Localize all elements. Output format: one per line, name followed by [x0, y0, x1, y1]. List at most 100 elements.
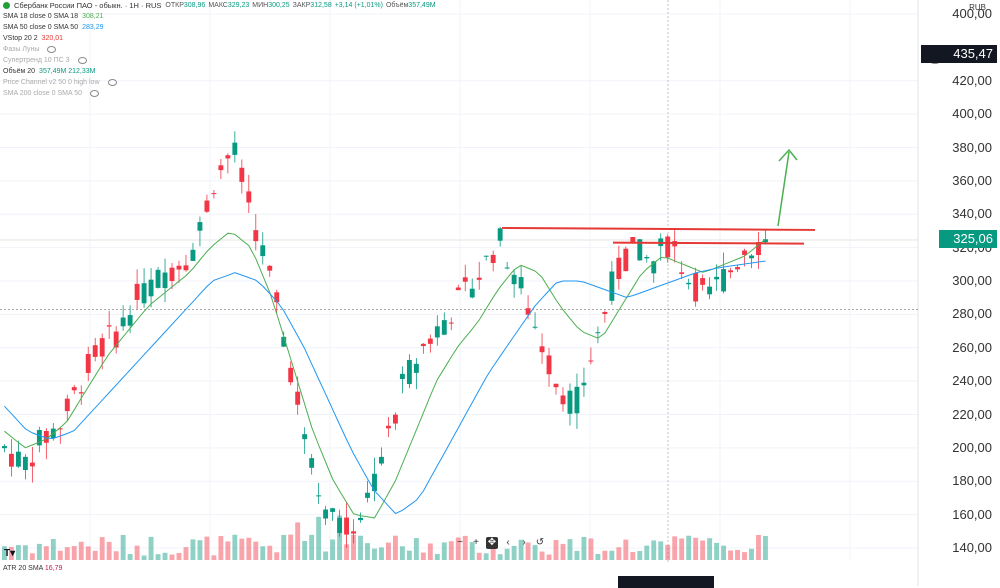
atr-value: 16,79 [44, 565, 63, 572]
scroll-left-button[interactable]: ‹ [506, 537, 510, 548]
ohlc-item: МИН300,25 [252, 0, 289, 11]
candle-body [246, 191, 252, 203]
volume-bar [204, 536, 210, 560]
candle-body [64, 398, 70, 412]
candle-body [43, 431, 49, 443]
candle-body [386, 425, 391, 429]
volume-bar [78, 541, 84, 560]
volume-bar [483, 553, 489, 560]
crosshair-price-tag: 435,47 [921, 45, 997, 63]
eye-icon[interactable] [107, 79, 117, 86]
candle-body [525, 308, 531, 315]
volume-bar [183, 547, 189, 560]
volume-bar [358, 535, 363, 560]
volume-bar [413, 538, 419, 560]
candle-body [225, 155, 231, 159]
legend-header: Сбербанк России ПАО - обыкн. · 1Н · RUS … [3, 0, 436, 11]
volume-bar [127, 554, 133, 560]
volume-bar [574, 550, 580, 560]
volume-bar [99, 537, 105, 560]
scroll-right-button[interactable]: › [522, 537, 526, 548]
indicator-row[interactable]: SMA 18 close 0 SMA 18 308,21 [3, 11, 436, 22]
candle-body [71, 387, 77, 391]
indicator-row[interactable]: Фазы Луны [3, 44, 436, 55]
candle-body [588, 360, 594, 362]
volume-bar [588, 538, 594, 560]
indicator-value: 308,21 [82, 13, 104, 20]
volume-bar [616, 547, 622, 560]
tradingview-logo-icon: T▾ [4, 548, 16, 559]
candle-body [141, 283, 147, 304]
atr-legend: ATR 20 SMA 16,79 [3, 565, 62, 572]
price-axis-label: 300,00 [952, 273, 992, 288]
price-axis-label: 280,00 [952, 306, 992, 322]
indicator-value: 357,49M 212,33M [39, 68, 96, 75]
volume-bar [71, 546, 77, 560]
candle-body [316, 495, 322, 497]
volume-bar [239, 538, 245, 560]
candle-body [253, 230, 259, 242]
candle-body [574, 386, 580, 414]
candle-body [379, 456, 384, 464]
eye-icon[interactable] [47, 46, 57, 53]
candle-body [344, 517, 349, 535]
symbol-title[interactable]: Сбербанк России ПАО - обыкн. · 1Н · RUS [14, 1, 162, 10]
zoom-out-button[interactable]: − [457, 537, 463, 548]
volume-bar [427, 543, 433, 560]
candle-body [99, 338, 105, 357]
price-axis-label: 400,00 [952, 6, 992, 21]
candle-body [630, 237, 636, 244]
currency-label[interactable]: RUB [969, 3, 986, 12]
candle-body [504, 267, 510, 269]
volume-bar [672, 536, 678, 560]
volume-bar [476, 552, 482, 560]
indicator-row[interactable]: SMA 200 close 0 SMA 50 [3, 88, 436, 99]
volume-bar [623, 539, 629, 560]
candle-body [511, 274, 517, 285]
volume-bar [539, 551, 545, 560]
candle-body [295, 391, 301, 405]
indicator-name: Price Channel v2 50 0 high low [3, 79, 100, 86]
eye-icon[interactable] [90, 90, 99, 97]
candle-body [57, 428, 63, 430]
zoom-in-button[interactable]: + [473, 537, 479, 548]
indicator-row[interactable]: VStop 20 2 320,01 [3, 33, 436, 44]
eye-icon[interactable] [77, 57, 87, 64]
volume-bar [497, 554, 503, 560]
candle-body [22, 456, 28, 470]
indicator-row[interactable]: Супертренд 10 ПС 3 [3, 55, 436, 66]
volume-bar [735, 549, 740, 560]
indicator-name: VStop 20 2 [3, 35, 38, 42]
candle-body [85, 353, 91, 373]
indicator-row[interactable]: SMA 50 close 0 SMA 50 283,29 [3, 22, 436, 33]
candle-body [637, 239, 643, 261]
volume-bar [560, 543, 566, 560]
volume-bar [372, 548, 377, 560]
candle-body [176, 265, 182, 270]
volume-bar [50, 538, 56, 560]
volume-bar [406, 550, 412, 560]
volume-bar [113, 551, 119, 560]
volume-bar [518, 539, 524, 560]
indicator-row[interactable]: Объём 20 357,49M 212,33M [3, 66, 436, 77]
price-axis-label: 200,00 [952, 439, 992, 455]
ohlc-item: Объём357,49M [386, 0, 436, 11]
ohlc-label: ОТКР [165, 2, 184, 9]
candle-body [36, 429, 42, 446]
candle-body [490, 254, 496, 264]
candle-body [169, 267, 175, 281]
candle-body [120, 317, 126, 327]
volume-bar [644, 545, 650, 560]
candle-body [644, 256, 650, 259]
indicator-name: SMA 18 close 0 SMA 18 [3, 13, 79, 20]
volume-bar [553, 540, 559, 560]
candle-body [700, 278, 706, 285]
reset-button[interactable]: ↺ [535, 537, 545, 548]
volume-bar [43, 546, 49, 560]
candles [2, 131, 768, 548]
move-icon[interactable]: ✥ [486, 537, 498, 549]
indicator-row[interactable]: Price Channel v2 50 0 high low [3, 77, 436, 88]
candle-body [742, 250, 747, 255]
volume-bar [267, 545, 273, 560]
